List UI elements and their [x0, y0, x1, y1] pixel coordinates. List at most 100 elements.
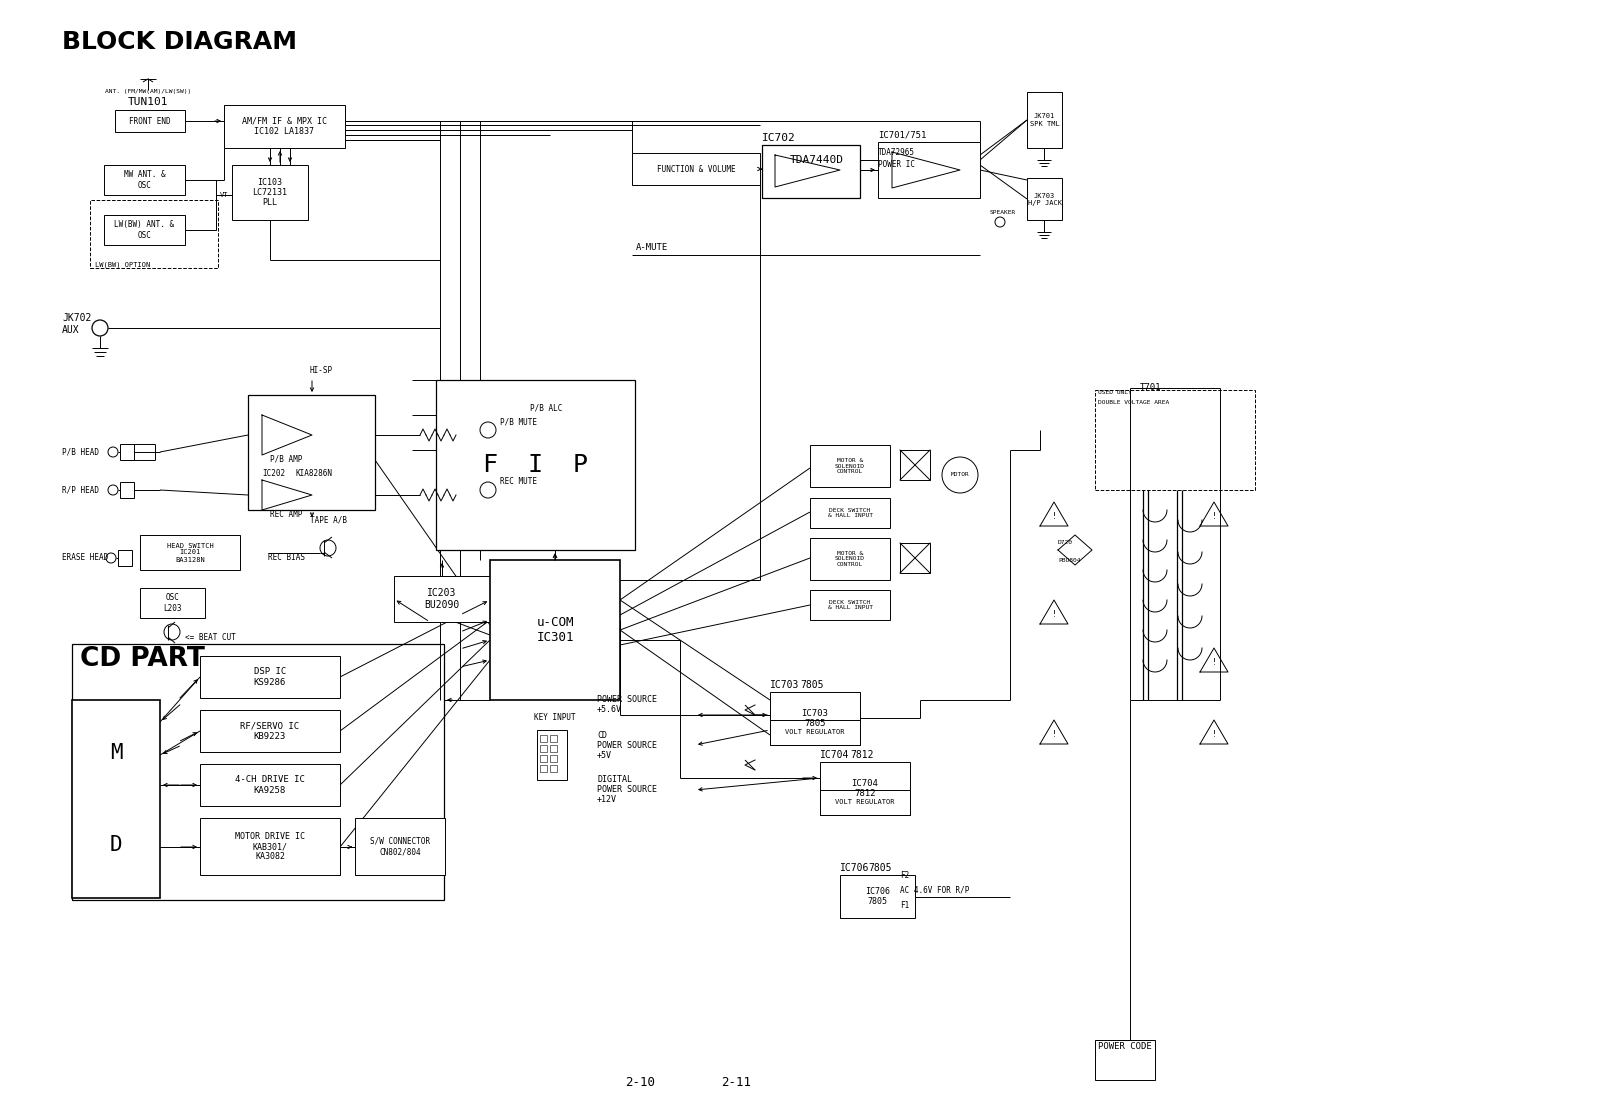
Bar	[541, 765, 547, 772]
Bar	[118, 550, 131, 566]
Bar	[115, 110, 186, 132]
Text: FRONT END: FRONT END	[130, 116, 171, 125]
Text: IC202: IC202	[262, 468, 285, 477]
Bar	[899, 451, 930, 480]
Text: HI-SP: HI-SP	[310, 366, 333, 375]
Bar	[90, 200, 218, 268]
Text: IC103
LC72131
PLL: IC103 LC72131 PLL	[253, 177, 288, 207]
Text: POWER IC: POWER IC	[878, 161, 915, 169]
Text: !: !	[1051, 610, 1056, 619]
Bar	[762, 145, 861, 198]
Text: TDA72965: TDA72965	[878, 148, 915, 157]
Text: S/W CONNECTOR
CN802/804: S/W CONNECTOR CN802/804	[370, 837, 430, 856]
Text: +5V: +5V	[597, 751, 611, 759]
Bar	[550, 755, 557, 762]
Bar	[394, 576, 490, 622]
Text: REC AMP: REC AMP	[270, 510, 302, 519]
Bar	[200, 710, 339, 752]
Text: SPEAKER: SPEAKER	[990, 209, 1016, 215]
Text: JK703
H/P JACK: JK703 H/P JACK	[1027, 193, 1061, 206]
Bar	[104, 165, 186, 195]
Text: R/P HEAD: R/P HEAD	[62, 486, 99, 495]
Text: !: !	[1051, 511, 1056, 521]
Bar	[1094, 1039, 1155, 1080]
Bar	[810, 590, 890, 620]
Text: 7805: 7805	[800, 680, 824, 690]
Bar	[878, 142, 979, 198]
Bar	[104, 215, 186, 245]
Text: 7812: 7812	[850, 751, 874, 761]
Bar	[810, 538, 890, 580]
Text: !: !	[1051, 730, 1056, 738]
Bar	[810, 445, 890, 487]
Text: VOLT REGULATOR: VOLT REGULATOR	[786, 730, 845, 735]
Text: 7805: 7805	[867, 863, 891, 873]
Text: USED ONLY: USED ONLY	[1098, 391, 1131, 395]
Text: REC BIAS: REC BIAS	[269, 554, 306, 562]
Bar	[541, 755, 547, 762]
Bar	[541, 745, 547, 752]
Bar	[141, 535, 240, 570]
Text: DIGITAL: DIGITAL	[597, 776, 632, 785]
Text: DSP IC
KS9286: DSP IC KS9286	[254, 668, 286, 686]
Bar	[1027, 178, 1062, 220]
Bar	[435, 380, 635, 550]
Bar	[490, 560, 621, 700]
Bar	[899, 544, 930, 573]
Text: KEY INPUT: KEY INPUT	[534, 714, 576, 723]
Bar	[248, 395, 374, 510]
Text: P/B MUTE: P/B MUTE	[499, 417, 538, 426]
Bar	[355, 818, 445, 875]
Text: u-COM
IC301: u-COM IC301	[536, 615, 574, 644]
Text: LW(BW) OPTION: LW(BW) OPTION	[94, 261, 150, 268]
Bar	[232, 165, 307, 220]
Text: POWER SOURCE: POWER SOURCE	[597, 786, 658, 795]
Text: IC704: IC704	[819, 751, 850, 761]
Text: AM/FM IF & MPX IC
IC102 LA1837: AM/FM IF & MPX IC IC102 LA1837	[242, 117, 326, 136]
Text: DECK SWITCH
& HALL INPUT: DECK SWITCH & HALL INPUT	[827, 600, 872, 610]
Text: ERASE HEAD: ERASE HEAD	[62, 554, 109, 562]
Text: P/B HEAD: P/B HEAD	[62, 447, 99, 456]
Bar	[770, 720, 861, 745]
Text: +12V: +12V	[597, 796, 618, 805]
Text: VT: VT	[221, 192, 229, 198]
Bar	[550, 745, 557, 752]
Text: D720: D720	[1058, 540, 1074, 545]
Bar	[770, 692, 861, 745]
Text: AUX: AUX	[62, 325, 80, 335]
Text: VOLT REGULATOR: VOLT REGULATOR	[835, 799, 894, 806]
Text: F1: F1	[899, 900, 909, 910]
Text: M



D: M D	[110, 743, 122, 856]
Text: TAPE A/B: TAPE A/B	[310, 516, 347, 525]
Bar	[120, 444, 134, 461]
Text: CD PART: CD PART	[80, 646, 205, 672]
Bar	[550, 765, 557, 772]
Text: AC 4.6V FOR R/P: AC 4.6V FOR R/P	[899, 886, 970, 894]
Bar	[141, 588, 205, 618]
Text: KIA8286N: KIA8286N	[294, 468, 333, 477]
Text: DOUBLE VOLTAGE AREA: DOUBLE VOLTAGE AREA	[1098, 401, 1170, 405]
Text: !: !	[1211, 658, 1216, 666]
Text: P/B AMP: P/B AMP	[270, 455, 302, 464]
Text: OSC
L203: OSC L203	[163, 593, 182, 612]
Text: PBU804: PBU804	[1058, 558, 1080, 563]
Text: IC706: IC706	[840, 863, 869, 873]
Text: IC701/751: IC701/751	[878, 131, 926, 139]
Text: REC MUTE: REC MUTE	[499, 477, 538, 486]
Text: TDA7440D: TDA7440D	[790, 155, 845, 165]
Text: FUNCTION & VOLUME: FUNCTION & VOLUME	[656, 165, 736, 174]
Text: BLOCK DIAGRAM: BLOCK DIAGRAM	[62, 30, 298, 54]
Text: POWER SOURCE: POWER SOURCE	[597, 695, 658, 704]
Text: POWER SOURCE: POWER SOURCE	[597, 741, 658, 749]
Text: F2: F2	[899, 871, 909, 880]
Text: IC706
7805: IC706 7805	[866, 887, 890, 907]
Bar	[224, 105, 346, 148]
Text: TUN101: TUN101	[128, 97, 168, 107]
Text: LW(BW) ANT. &
OSC: LW(BW) ANT. & OSC	[115, 220, 174, 240]
Text: IC203
BU2090: IC203 BU2090	[424, 588, 459, 610]
Bar	[72, 700, 160, 898]
Text: POWER CODE: POWER CODE	[1098, 1042, 1152, 1051]
Text: IC703
7805: IC703 7805	[802, 708, 829, 728]
Text: IC702: IC702	[762, 133, 795, 143]
Bar	[550, 735, 557, 742]
